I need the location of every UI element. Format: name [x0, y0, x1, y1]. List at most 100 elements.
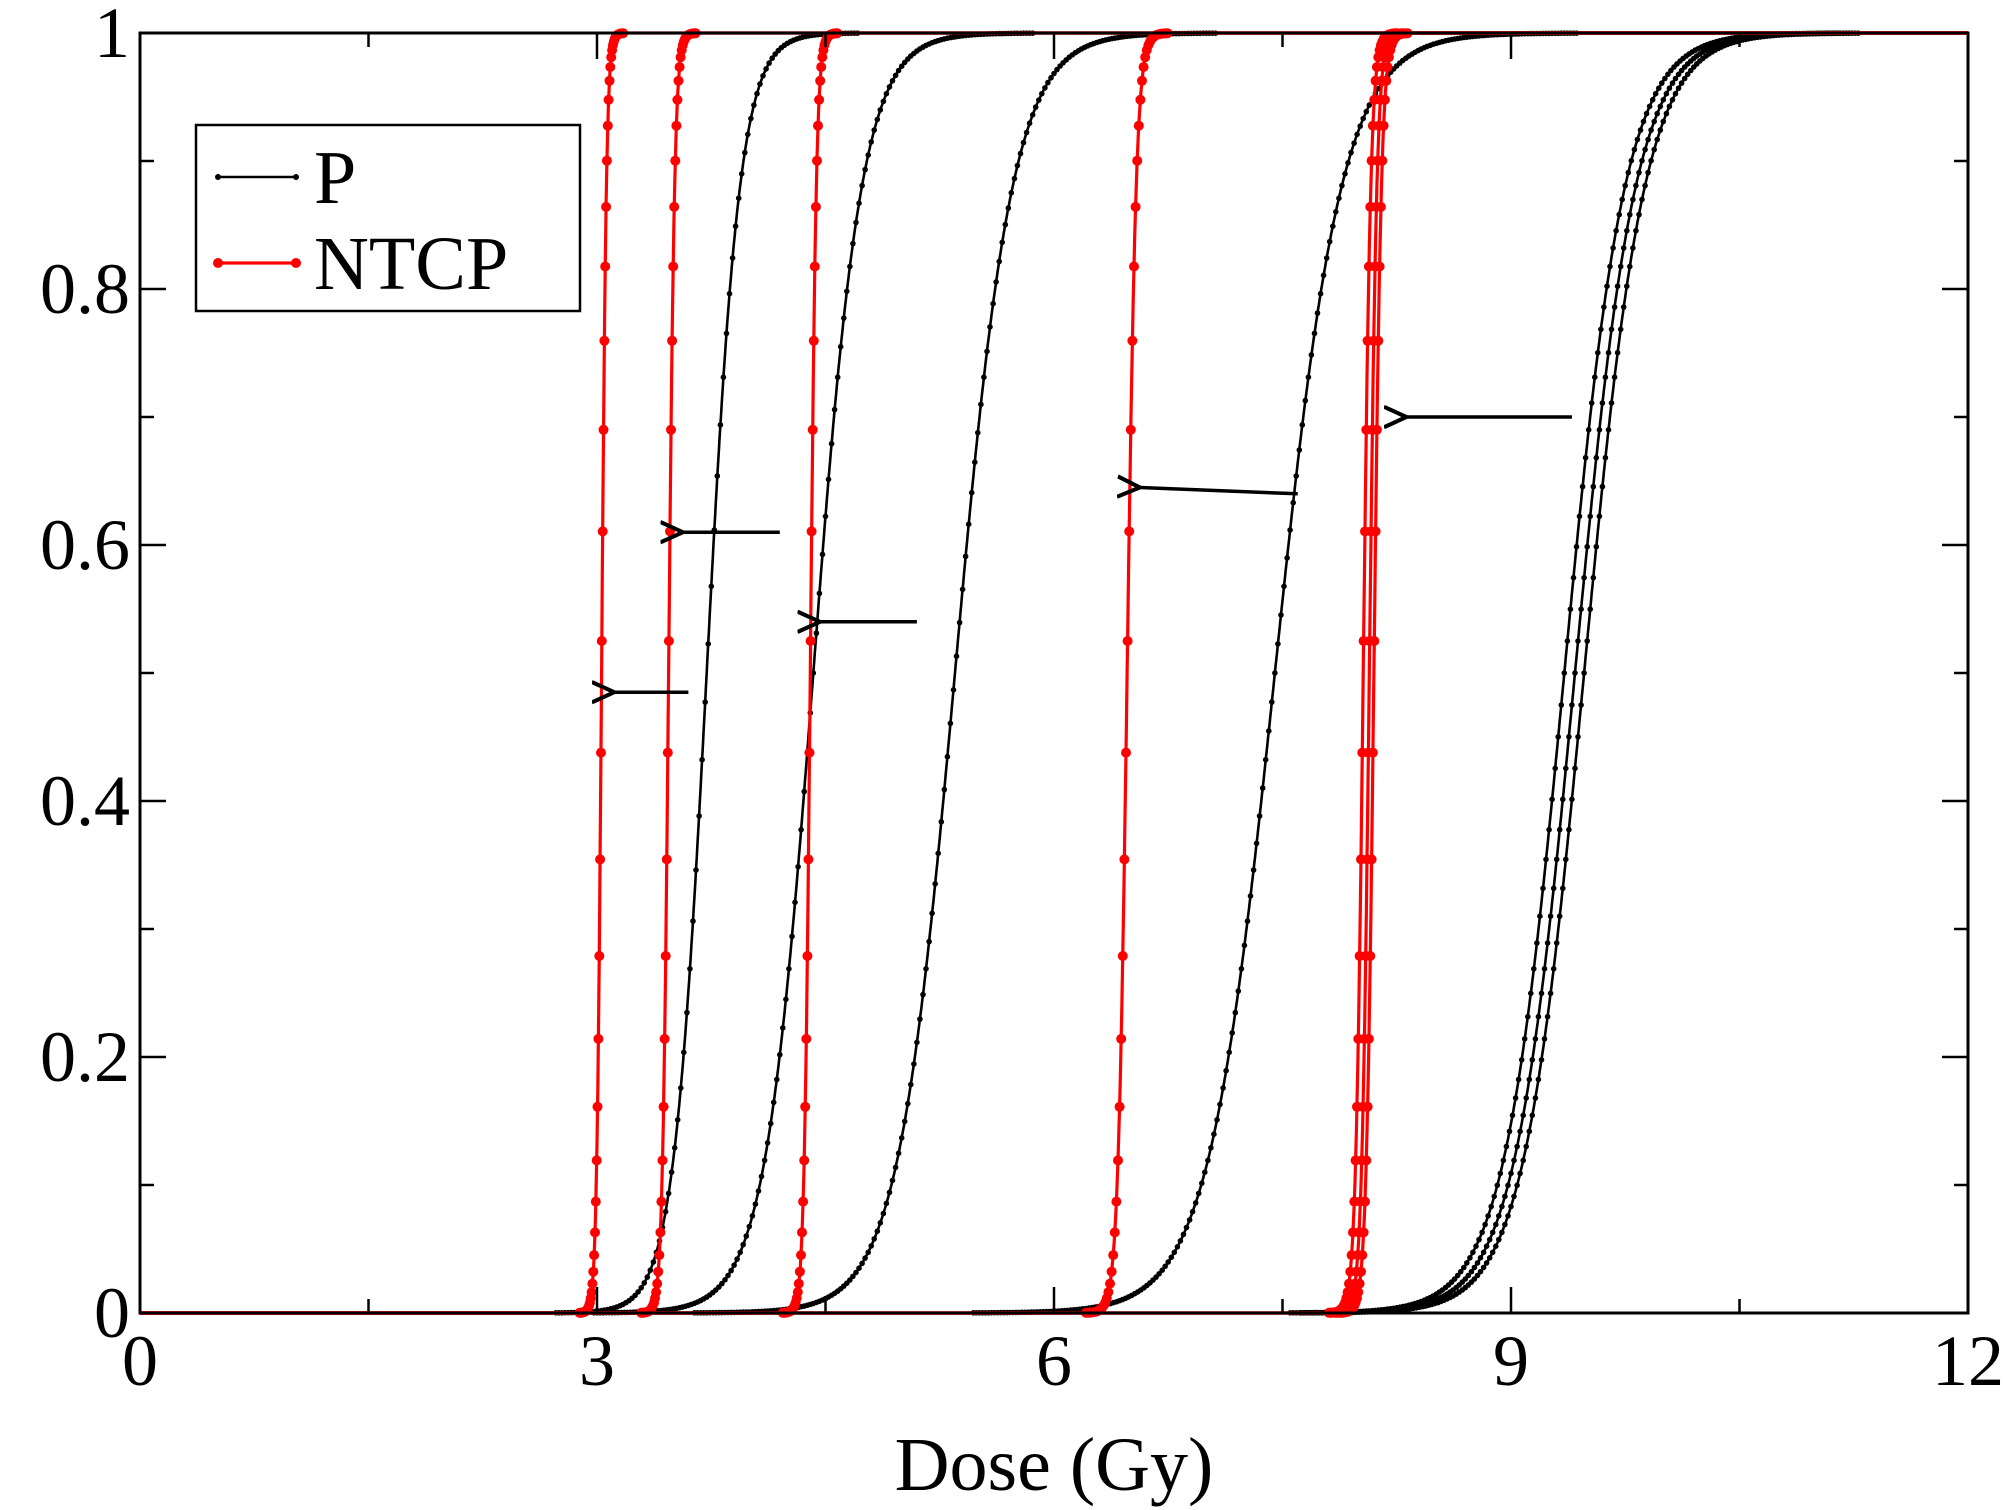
data-point — [1048, 75, 1054, 81]
data-point — [1684, 71, 1691, 78]
data-point — [1305, 374, 1312, 381]
data-point — [1317, 290, 1324, 297]
data-point — [1454, 1272, 1461, 1279]
data-point — [590, 1196, 601, 1207]
data-point — [786, 966, 792, 972]
data-point — [789, 933, 795, 940]
data-point — [917, 1016, 923, 1022]
data-point — [1348, 149, 1354, 156]
data-point — [1543, 856, 1549, 863]
legend-marker — [213, 258, 223, 268]
data-point — [1137, 75, 1147, 86]
data-point — [1605, 349, 1612, 356]
data-point — [1601, 304, 1607, 310]
data-point — [804, 747, 815, 758]
data-point — [738, 171, 745, 177]
data-point — [1512, 1095, 1519, 1101]
data-point — [586, 1287, 597, 1298]
data-point — [1183, 1224, 1190, 1231]
y-tick-label: 0.2 — [40, 1017, 130, 1097]
data-point — [892, 1164, 899, 1171]
data-point — [793, 1278, 804, 1289]
data-point — [595, 854, 606, 865]
data-point — [883, 1200, 890, 1207]
data-point — [1465, 1272, 1472, 1279]
data-point — [1042, 85, 1048, 91]
data-point — [1532, 1036, 1539, 1042]
data-point — [1611, 374, 1618, 381]
data-point — [1525, 1013, 1531, 1020]
data-point — [758, 1173, 765, 1180]
data-point — [669, 201, 680, 212]
data-point — [822, 513, 829, 520]
data-point — [1250, 867, 1257, 873]
data-point — [806, 526, 817, 537]
data-point — [1486, 1255, 1493, 1261]
data-point — [1036, 97, 1042, 103]
data-point — [1135, 94, 1146, 105]
data-point — [651, 1287, 662, 1298]
data-point — [808, 335, 819, 346]
data-point — [1486, 1236, 1493, 1243]
data-point — [663, 636, 674, 646]
data-point — [728, 1267, 734, 1274]
annotation-arrows — [612, 417, 1572, 692]
data-point — [874, 1228, 881, 1234]
data-point — [1235, 988, 1242, 994]
data-point — [681, 1049, 687, 1056]
data-point — [1532, 1095, 1539, 1101]
data-point — [1014, 162, 1021, 169]
data-point — [655, 1227, 666, 1238]
data-point — [1634, 136, 1641, 143]
data-point — [735, 195, 742, 201]
data-point — [1660, 97, 1667, 103]
data-point — [1336, 195, 1342, 201]
data-point — [962, 553, 969, 560]
data-point — [1617, 326, 1624, 333]
data-point — [678, 1085, 684, 1091]
data-point — [1620, 304, 1627, 310]
data-point — [1125, 424, 1136, 435]
data-point — [1491, 1193, 1497, 1200]
data-point — [592, 1101, 603, 1112]
data-point — [1266, 728, 1272, 734]
data-point — [1366, 102, 1373, 108]
data-point — [1116, 1033, 1127, 1044]
data-point — [1569, 702, 1575, 708]
data-point — [1642, 182, 1648, 189]
data-point — [1582, 454, 1589, 461]
data-point — [1363, 108, 1370, 115]
data-point — [932, 881, 938, 887]
data-point — [1342, 171, 1348, 177]
y-tick-label: 0.8 — [40, 249, 130, 329]
data-point — [767, 1120, 774, 1127]
data-point — [1211, 1131, 1217, 1137]
data-point — [1360, 1196, 1370, 1207]
data-point — [638, 1285, 644, 1291]
data-point — [1489, 1229, 1496, 1236]
data-point — [684, 1009, 690, 1016]
data-point — [1476, 1236, 1482, 1243]
data-point — [1588, 400, 1595, 406]
data-point — [1538, 1057, 1545, 1063]
data-point — [805, 636, 816, 646]
data-point — [809, 261, 820, 272]
data-point — [1284, 555, 1290, 561]
data-point — [1124, 526, 1135, 537]
data-point — [1654, 110, 1660, 117]
data-point — [1602, 374, 1609, 381]
data-point — [668, 261, 679, 272]
data-point — [799, 1155, 810, 1166]
data-point — [1596, 427, 1603, 433]
data-point — [601, 201, 612, 212]
data-point — [1502, 1193, 1508, 1200]
data-point — [1272, 670, 1278, 676]
data-point — [859, 1260, 865, 1267]
data-point — [699, 756, 705, 763]
data-point — [708, 583, 715, 590]
data-point — [1624, 283, 1630, 290]
data-point — [749, 1213, 756, 1219]
data-point — [953, 653, 960, 659]
data-point — [602, 120, 613, 131]
data-point — [1165, 1259, 1171, 1265]
